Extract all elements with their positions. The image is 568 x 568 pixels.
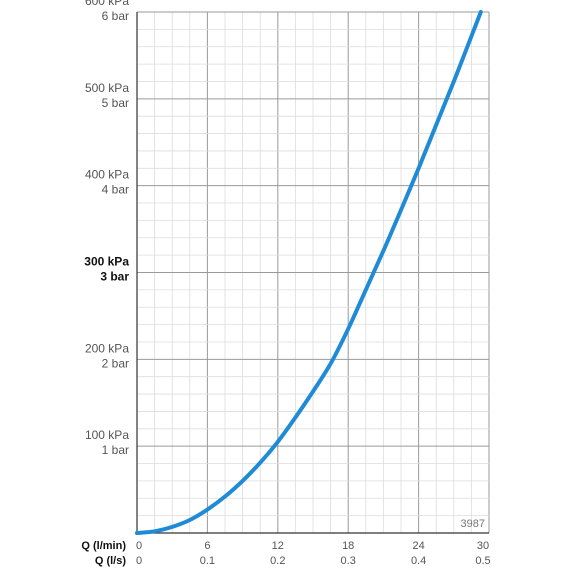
x-tick-label: 0 xyxy=(136,540,142,552)
x-tick-label: 0.4 xyxy=(411,555,426,567)
x-tick-label: 6 xyxy=(204,540,210,552)
y-tick-label-kpa: 500 kPa xyxy=(85,81,129,95)
x-tick-label: 0.1 xyxy=(200,555,215,567)
chart-code-label: 3987 xyxy=(461,518,485,530)
series-line xyxy=(135,10,483,535)
y-tick-label-kpa: 100 kPa xyxy=(85,428,129,442)
y-tick-label-bar: 4 bar xyxy=(102,183,129,197)
y-tick-label-kpa: 300 kPa xyxy=(84,255,129,269)
y-tick-label-bar: 2 bar xyxy=(102,356,129,370)
x-tick-label: 24 xyxy=(412,540,424,552)
chart-grid xyxy=(136,11,490,534)
y-tick-label-bar: 1 bar xyxy=(102,443,129,457)
y-tick-label-kpa: 600 kPa xyxy=(85,0,129,8)
y-tick-label-kpa: 200 kPa xyxy=(85,341,129,355)
x-tick-label: 12 xyxy=(272,540,284,552)
x-axis-labels: Q (l/min) 0 6 12 18 24 30 Q (l/s) 0 0.1 0.2 0.3 0.4 0… xyxy=(81,540,490,567)
chart-series xyxy=(135,10,483,535)
x-tick-label: 18 xyxy=(342,540,354,552)
x-axis-name: Q (l/s) xyxy=(95,555,127,567)
x-tick-label: 0.5 xyxy=(475,555,490,567)
x-tick-label: 0 xyxy=(136,555,142,567)
y-tick-label-bar: 3 bar xyxy=(100,270,129,284)
x-tick-label: 30 xyxy=(477,540,489,552)
y-tick-label-kpa: 400 kPa xyxy=(85,168,129,182)
x-tick-label: 0.2 xyxy=(270,555,285,567)
y-tick-label-bar: 5 bar xyxy=(102,96,129,110)
y-tick-label-bar: 6 bar xyxy=(102,9,129,23)
x-tick-label: 0.3 xyxy=(341,555,356,567)
x-axis-name: Q (l/min) xyxy=(81,540,126,552)
